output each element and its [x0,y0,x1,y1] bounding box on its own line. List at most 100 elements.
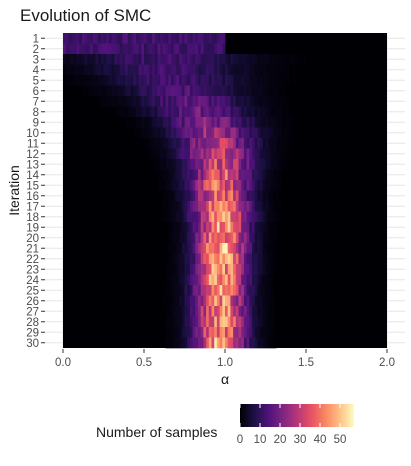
heatmap-cell [268,159,272,170]
heatmap-cell [189,43,193,55]
heatmap-cell [262,190,266,202]
heatmap-cell [181,54,185,65]
heatmap-cell [230,159,234,170]
heatmap-cell [165,96,169,107]
heatmap-cell [152,148,156,160]
heatmap-cell [249,127,253,139]
heatmap-cell [222,75,226,86]
heatmap-cell [184,295,188,307]
heatmap-cell [187,211,191,223]
heatmap-cell [238,253,242,265]
heatmap-cell [211,148,215,160]
heatmap-cell [211,285,215,296]
heatmap-cell [249,337,253,349]
heatmap-cell [108,33,112,44]
heatmap-cell [273,148,277,160]
heatmap-cell [249,232,253,244]
heatmap-cell [162,211,166,223]
heatmap-cell [270,243,274,254]
heatmap-cell [179,285,183,296]
heatmap-cell [187,264,191,275]
heatmap-cell [273,75,277,86]
heatmap-cell [144,106,148,118]
heatmap-cell [90,33,94,44]
heatmap-cell [203,285,207,296]
heatmap-cell [73,43,77,55]
heatmap-cell [227,75,231,86]
heatmap-cell [92,54,96,65]
heatmap-cell [270,201,274,212]
heatmap-cell [135,75,139,86]
heatmap-cell [254,117,258,128]
heatmap-cell [241,127,245,139]
heatmap-cell [206,327,210,338]
heatmap-cell [222,211,226,223]
heatmap-cell [214,138,218,149]
heatmap-cell [154,127,158,139]
heatmap-cell [254,169,258,181]
heatmap-cell [189,295,193,307]
heatmap-cell [227,138,231,149]
heatmap-cell [165,159,169,170]
heatmap-cell [243,190,247,202]
heatmap-cell [230,96,234,107]
heatmap-cell [273,232,277,244]
heatmap-cell [241,54,245,65]
heatmap-cell [233,253,237,265]
heatmap-cell [195,75,199,86]
heatmap-cell [276,138,280,149]
heatmap-cell [257,190,261,202]
heatmap-cell [279,54,283,65]
heatmap-cell [173,64,177,76]
heatmap-cell [238,54,242,65]
heatmap-cell [243,159,247,170]
heatmap-cell [270,75,274,86]
heatmap-cell [227,274,231,286]
heatmap-cell [162,190,166,202]
heatmap-cell [168,43,172,55]
heatmap-cell [233,54,237,65]
heatmap-cell [133,85,137,97]
heatmap-cell [241,117,245,128]
heatmap-cell [146,64,150,76]
heatmap-cell [281,54,285,65]
heatmap-cell [270,148,274,160]
heatmap-cell [176,127,180,139]
heatmap-cell [179,85,183,97]
heatmap-cell [279,159,283,170]
heatmap-cell [211,138,215,149]
heatmap-cell [235,159,239,170]
heatmap-cell [92,75,96,86]
y-tick-label: 30 [26,338,39,350]
heatmap-cell [168,96,172,107]
heatmap-cell [211,33,215,44]
heatmap-cell [273,337,277,349]
heatmap-cell [230,85,234,97]
heatmap-cell [200,75,204,86]
heatmap-cell [203,43,207,55]
heatmap-cell [189,54,193,65]
heatmap-cell [179,117,183,128]
y-tick-label: 1 [33,33,39,45]
heatmap-cell [214,43,218,55]
heatmap-cell [284,64,288,76]
heatmap-cell [238,274,242,286]
heatmap-cell [168,138,172,149]
heatmap-cell [144,33,148,44]
heatmap-cell [241,96,245,107]
heatmap-cell [281,106,285,118]
heatmap-cell [195,106,199,118]
heatmap-cell [233,232,237,244]
heatmap-cell [219,253,223,265]
heatmap-cell [246,327,250,338]
heatmap-cell [289,54,293,65]
heatmap-cell [152,64,156,76]
heatmap-cell [243,138,247,149]
heatmap-cell [227,232,231,244]
heatmap-cell [287,148,291,160]
heatmap-cell [130,117,134,128]
heatmap-cell [270,54,274,65]
heatmap-cell [195,232,199,244]
heatmap-cell [162,159,166,170]
heatmap-cell [265,211,269,223]
